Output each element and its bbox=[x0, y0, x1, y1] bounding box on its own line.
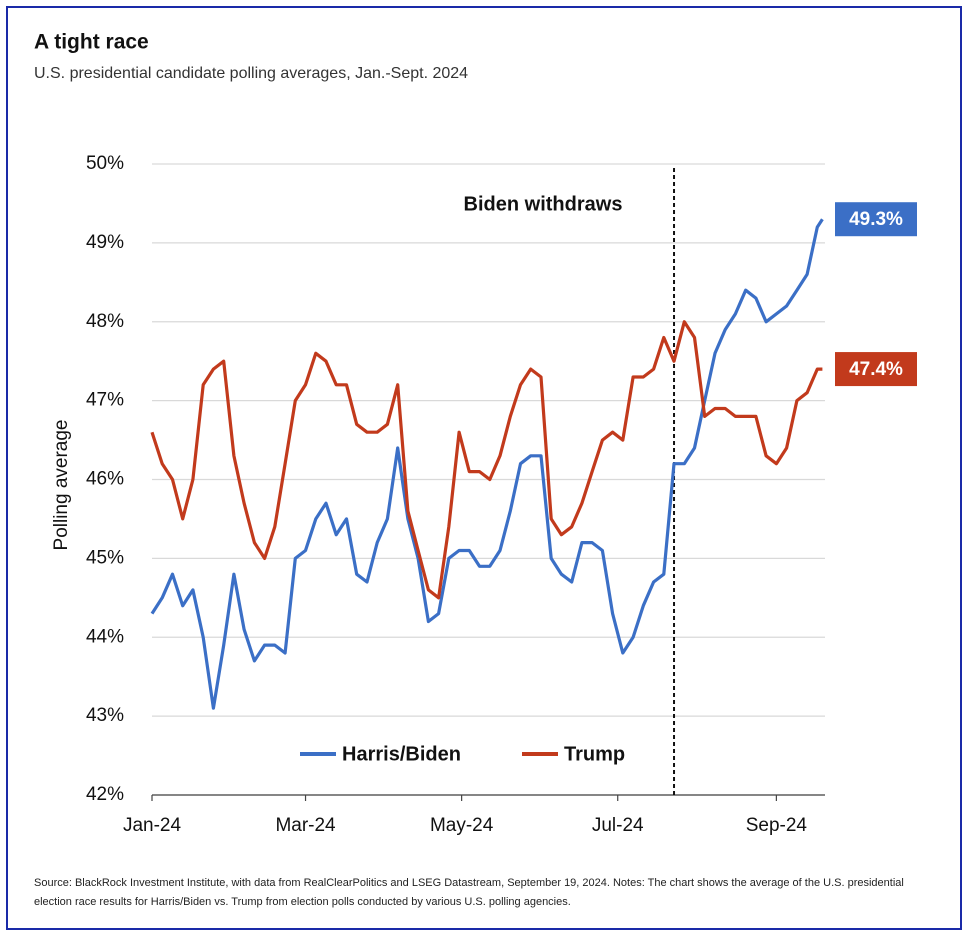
y-axis-label: Polling average bbox=[51, 420, 72, 551]
y-tick-label: 49% bbox=[86, 232, 124, 253]
end-label-box bbox=[835, 352, 917, 387]
x-tick-label: Jan-24 bbox=[123, 815, 182, 836]
chart-subtitle: U.S. presidential candidate polling aver… bbox=[34, 65, 468, 82]
y-tick-label: 43% bbox=[86, 705, 124, 726]
legend-label: Trump bbox=[564, 743, 625, 765]
end-label: 47.4% bbox=[849, 359, 903, 380]
source-note: Source: BlackRock Investment Institute, … bbox=[34, 877, 904, 908]
annotation: Biden withdraws bbox=[464, 193, 623, 215]
x-tick-label: May-24 bbox=[430, 815, 494, 836]
x-tick-label: Mar-24 bbox=[275, 815, 336, 836]
y-tick-label: 47% bbox=[86, 390, 124, 411]
y-tick-label: 42% bbox=[86, 784, 124, 805]
y-tick-label: 48% bbox=[86, 311, 124, 332]
series-line bbox=[150, 320, 823, 600]
y-tick-label: 45% bbox=[86, 547, 124, 568]
legend-label: Harris/Biden bbox=[342, 743, 461, 765]
y-tick-label: 46% bbox=[86, 469, 124, 490]
end-label: 49.3% bbox=[849, 209, 903, 230]
end-label-box bbox=[835, 202, 917, 237]
y-tick-label: 50% bbox=[86, 153, 124, 174]
series-line bbox=[150, 218, 824, 710]
frame bbox=[6, 6, 962, 930]
chart-title: A tight race bbox=[34, 31, 149, 54]
x-tick-label: Jul-24 bbox=[592, 815, 644, 836]
y-tick-label: 44% bbox=[86, 626, 124, 647]
x-tick-label: Sep-24 bbox=[746, 815, 808, 836]
